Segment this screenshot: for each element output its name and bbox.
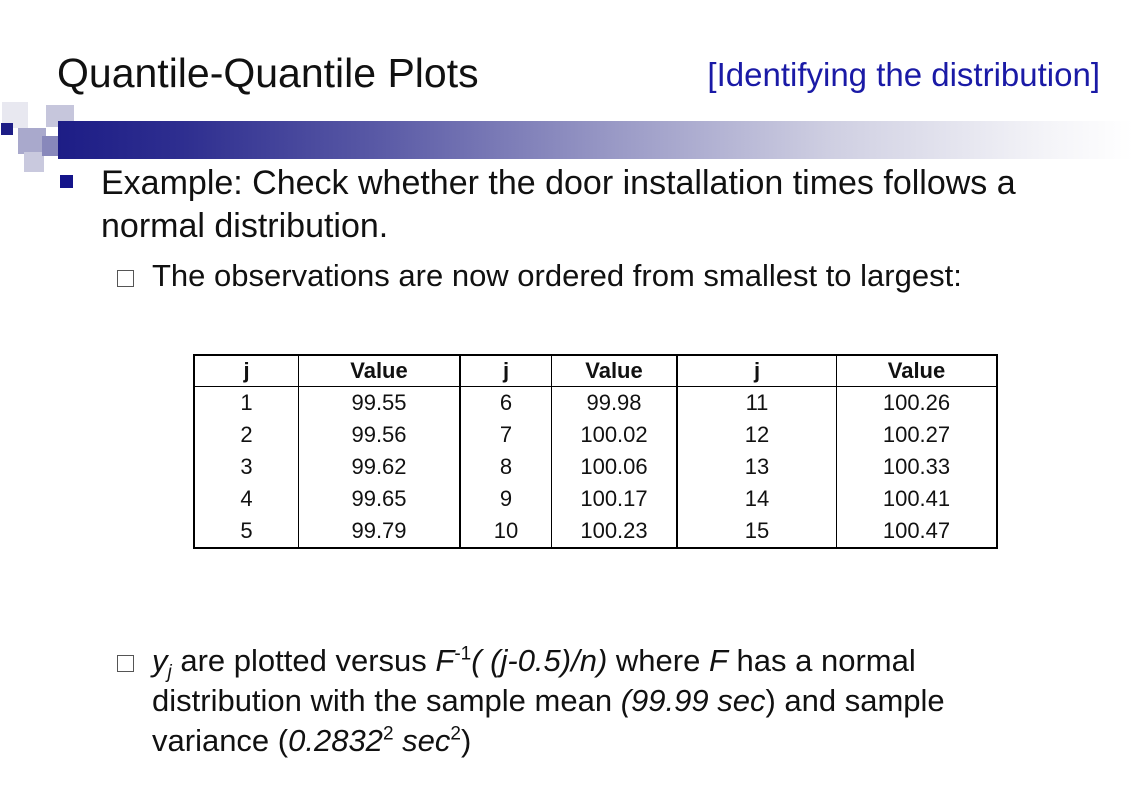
header-value-2: Value — [551, 355, 677, 387]
header-j-1: j — [194, 355, 299, 387]
y-subscript: j — [167, 662, 172, 684]
text-part: has a normal distribution with the sampl… — [152, 643, 916, 718]
cell: 99.56 — [298, 419, 460, 451]
cell: 1 — [240, 390, 253, 415]
cell: 13 — [676, 451, 837, 483]
cell: 14 — [676, 483, 837, 515]
hollow-square-bullet-icon — [117, 270, 134, 287]
square-bullet-icon — [60, 175, 73, 188]
observations-table: j Value j Value j Value 1 99.55 6 99.98 … — [193, 354, 998, 549]
text-part: ) — [460, 723, 472, 758]
cell: 99.98 — [551, 386, 677, 419]
header-value-3: Value — [836, 355, 997, 387]
cell: 5 — [240, 518, 253, 543]
table-row: 2 99.56 7 100.02 12 100.27 — [194, 419, 997, 451]
table-header-row: j Value j Value j Value — [194, 355, 997, 387]
f-inverse-superscript: -1 — [454, 643, 472, 665]
cell: 99.55 — [298, 386, 460, 419]
cell: 2 — [240, 422, 253, 447]
title-gradient-bar — [58, 121, 1133, 159]
quantile-argument: ( (j-0.5)/n) — [471, 643, 608, 678]
cell: 100.47 — [836, 515, 997, 548]
slide-subtitle: [Identifying the distribution] — [707, 56, 1100, 93]
table-row: 3 99.62 8 100.06 13 100.33 — [194, 451, 997, 483]
bullet-ordered-text: The observations are now ordered from sm… — [152, 258, 962, 293]
text-part: where — [607, 643, 709, 678]
cell: 9 — [459, 483, 552, 515]
f-symbol: F — [708, 643, 728, 678]
cell: 99.62 — [298, 451, 460, 483]
cell: 100.23 — [551, 515, 677, 548]
cell: 11 — [676, 386, 837, 419]
cell: 100.33 — [836, 451, 997, 483]
cell: 8 — [459, 451, 552, 483]
cell: 4 — [240, 486, 253, 511]
slide-title: Quantile-Quantile Plots — [57, 50, 479, 96]
cell: 100.06 — [551, 451, 677, 483]
table-row: 1 99.55 6 99.98 11 100.26 — [194, 386, 997, 419]
cell: 100.17 — [551, 483, 677, 515]
cell: 3 — [240, 454, 253, 479]
cell: 99.79 — [298, 515, 460, 548]
text-part: are plotted versus — [171, 643, 436, 678]
hollow-square-bullet-icon — [117, 655, 134, 672]
variance-unit-exponent: 2 — [450, 723, 461, 745]
cell: 15 — [676, 515, 837, 548]
cell: 7 — [459, 419, 552, 451]
variance-exponent: 2 — [382, 723, 394, 745]
header-value-1: Value — [298, 355, 460, 387]
sample-mean: (99.99 sec — [620, 683, 766, 718]
cell: 99.65 — [298, 483, 460, 515]
text-part: ) and sample variance ( — [152, 683, 945, 758]
table-row: 4 99.65 9 100.17 14 100.41 — [194, 483, 997, 515]
bullet-plotting-text: yj are plotted versus F-1( (j-0.5)/n) wh… — [152, 641, 1052, 761]
cell: 100.02 — [551, 419, 677, 451]
variance-unit: sec — [393, 723, 451, 758]
cell: 100.26 — [836, 386, 997, 419]
bullet-example-text: Example: Check whether the door installa… — [101, 164, 1016, 245]
cell: 100.41 — [836, 483, 997, 515]
cell: 6 — [459, 386, 552, 419]
table-row: 5 99.79 10 100.23 15 100.47 — [194, 515, 997, 548]
f-inverse-symbol: F — [435, 643, 455, 678]
cell: 100.27 — [836, 419, 997, 451]
header-j-2: j — [459, 355, 552, 387]
y-symbol: y — [152, 643, 168, 678]
cell: 12 — [676, 419, 837, 451]
variance-base: 0.2832 — [288, 723, 383, 758]
header-j-3: j — [676, 355, 837, 387]
cell: 10 — [459, 515, 552, 548]
